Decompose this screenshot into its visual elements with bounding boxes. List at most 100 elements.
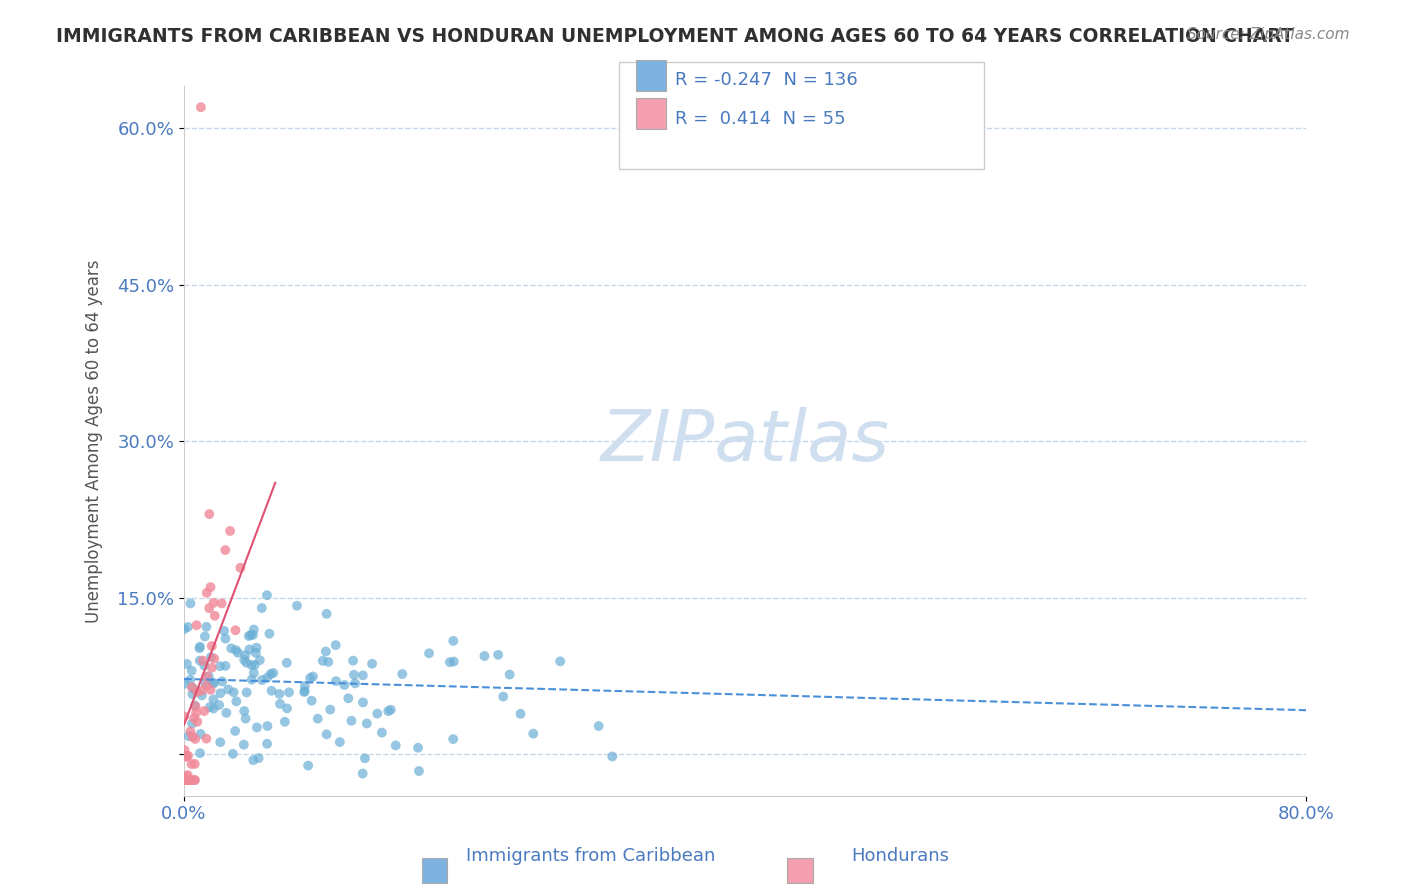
- Point: [177, 729, 200, 743]
- Point: [245, 640, 267, 655]
- Point: [195, 679, 218, 693]
- Point: [260, 667, 283, 681]
- Point: [315, 727, 337, 741]
- Point: [344, 676, 367, 690]
- Point: [356, 716, 378, 731]
- Point: [343, 667, 366, 681]
- Point: [193, 658, 215, 673]
- Point: [174, 773, 197, 788]
- Point: [278, 685, 301, 699]
- Point: [239, 628, 262, 642]
- Point: [225, 694, 247, 708]
- Point: [548, 654, 571, 668]
- Point: [176, 748, 198, 763]
- Point: [176, 773, 198, 788]
- Point: [176, 657, 198, 671]
- Point: [200, 580, 222, 594]
- Point: [256, 671, 278, 685]
- Point: [325, 674, 347, 689]
- Point: [492, 690, 515, 704]
- Point: [202, 676, 225, 690]
- Point: [312, 654, 335, 668]
- Point: [179, 773, 201, 788]
- Point: [173, 773, 195, 788]
- Text: R =  0.414  N = 55: R = 0.414 N = 55: [675, 110, 845, 128]
- Point: [242, 628, 264, 642]
- Point: [235, 685, 257, 699]
- Point: [315, 607, 337, 621]
- Point: [315, 644, 337, 658]
- Point: [391, 667, 413, 681]
- Point: [190, 100, 212, 114]
- Point: [188, 746, 211, 760]
- Point: [285, 599, 308, 613]
- Point: [256, 737, 278, 751]
- Point: [269, 697, 291, 711]
- Point: [243, 623, 266, 637]
- Point: [498, 667, 520, 681]
- Point: [232, 738, 254, 752]
- Point: [174, 773, 197, 788]
- Point: [269, 687, 291, 701]
- Point: [176, 773, 198, 788]
- Point: [276, 701, 298, 715]
- Point: [184, 756, 207, 771]
- Point: [242, 753, 264, 767]
- Point: [352, 668, 374, 682]
- Point: [259, 626, 281, 640]
- Point: [201, 676, 224, 690]
- Point: [181, 730, 204, 744]
- Point: [173, 772, 195, 786]
- Point: [439, 655, 461, 669]
- Point: [188, 654, 211, 668]
- Point: [181, 680, 204, 694]
- Point: [486, 648, 509, 662]
- Point: [180, 664, 202, 678]
- Point: [202, 692, 225, 706]
- Point: [333, 678, 356, 692]
- Point: [177, 620, 200, 634]
- Point: [274, 714, 297, 729]
- Point: [195, 586, 218, 600]
- Point: [222, 747, 245, 761]
- Point: [191, 689, 214, 703]
- Text: Hondurans: Hondurans: [851, 847, 949, 865]
- Point: [301, 693, 323, 707]
- Point: [186, 618, 208, 632]
- Point: [238, 629, 260, 643]
- Point: [243, 657, 266, 672]
- Point: [191, 683, 214, 698]
- Point: [202, 596, 225, 610]
- Point: [195, 620, 218, 634]
- Point: [195, 731, 218, 746]
- Text: ZIPatlas: ZIPatlas: [600, 407, 890, 475]
- Point: [294, 679, 316, 693]
- Point: [204, 608, 226, 623]
- Point: [211, 596, 233, 610]
- Point: [246, 721, 269, 735]
- Point: [224, 624, 246, 638]
- Point: [249, 653, 271, 667]
- Point: [224, 724, 246, 739]
- Point: [219, 524, 242, 538]
- Point: [240, 658, 263, 673]
- Point: [209, 686, 232, 700]
- Point: [184, 698, 207, 713]
- Point: [179, 673, 201, 687]
- Point: [188, 640, 211, 654]
- Point: [329, 735, 352, 749]
- Point: [197, 669, 219, 683]
- Point: [202, 651, 225, 665]
- Point: [418, 646, 440, 660]
- Point: [354, 751, 377, 765]
- Point: [225, 643, 247, 657]
- Point: [177, 773, 200, 788]
- Point: [208, 659, 231, 673]
- Point: [211, 674, 233, 689]
- Point: [441, 732, 464, 747]
- Point: [380, 703, 402, 717]
- Point: [441, 633, 464, 648]
- Point: [233, 704, 256, 718]
- Point: [474, 648, 496, 663]
- Point: [602, 749, 624, 764]
